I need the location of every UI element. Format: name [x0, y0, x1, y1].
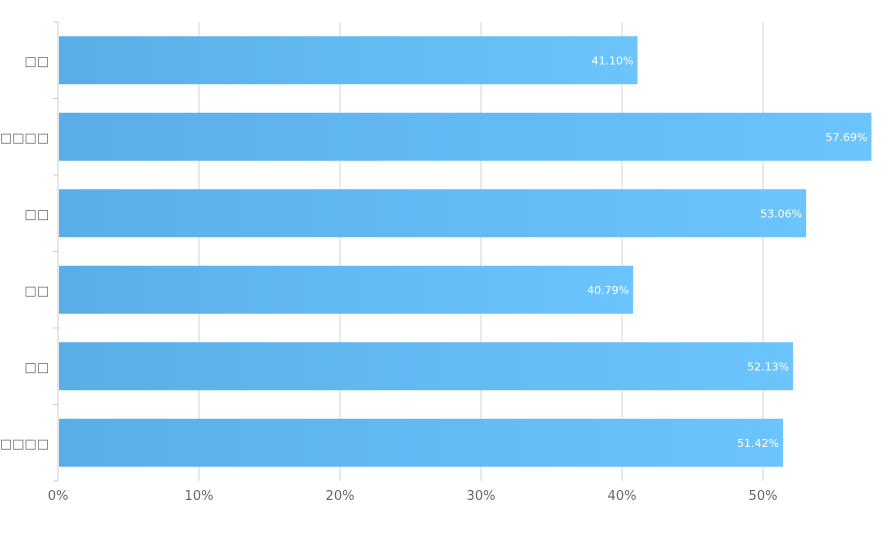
bar-value-label: 40.79%	[587, 284, 629, 297]
bar[interactable]	[59, 189, 807, 238]
bar-value-label: 57.69%	[825, 131, 867, 144]
labels: 0%10%20%30%40%50%6041.10%□□57.69%□□□□53.…	[0, 54, 896, 504]
x-tick-label: 10%	[185, 489, 214, 504]
category-label: □□	[24, 54, 49, 69]
bar-value-label: 51.42%	[737, 437, 779, 450]
x-tick-label: 0%	[48, 489, 69, 504]
grid-lines	[198, 22, 764, 481]
bar-value-label: 52.13%	[747, 360, 789, 373]
x-tick-label: 50%	[749, 489, 778, 504]
category-label: □□	[24, 360, 49, 375]
category-label: □□□□	[0, 131, 49, 146]
category-label: □□	[24, 284, 49, 299]
x-tick-label: 30%	[467, 489, 496, 504]
bar[interactable]	[59, 36, 638, 85]
bars	[59, 36, 872, 467]
bar[interactable]	[59, 112, 872, 161]
bar-value-label: 53.06%	[760, 207, 802, 220]
x-tick-label: 20%	[326, 489, 355, 504]
x-tick-label: 40%	[608, 489, 637, 504]
bar-value-label: 41.10%	[592, 54, 634, 67]
bar[interactable]	[59, 418, 784, 467]
bar[interactable]	[59, 265, 634, 314]
axes	[53, 21, 59, 482]
category-label: □□	[24, 207, 49, 222]
category-label: □□□□	[0, 437, 49, 452]
bar[interactable]	[59, 342, 794, 391]
